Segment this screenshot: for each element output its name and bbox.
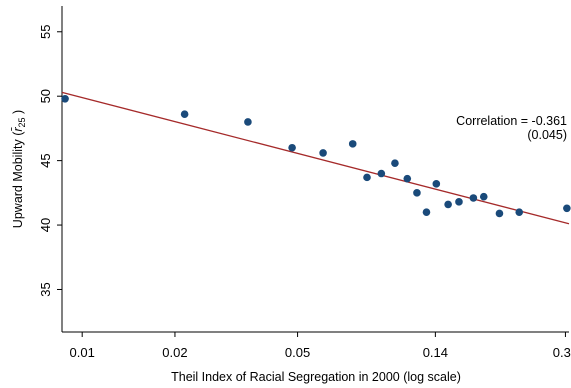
data-point — [422, 208, 431, 216]
y-axis-title-subscript: 25 — [17, 117, 27, 127]
data-point — [563, 204, 571, 213]
data-point — [377, 169, 386, 178]
x-tick-label: 0.05 — [285, 345, 310, 360]
data-point — [479, 192, 488, 201]
data-point — [61, 94, 69, 103]
fit-line-group — [61, 91, 570, 225]
y-axis-title: Upward Mobility (r̄25 ) — [11, 110, 27, 228]
correlation-standard-error: (0.045) — [527, 128, 567, 142]
data-point — [495, 209, 504, 218]
data-point — [319, 149, 327, 157]
y-axis-title-main: Upward Mobility ( — [11, 131, 25, 228]
y-tick-label: 35 — [38, 282, 53, 296]
y-tick-label: 50 — [38, 89, 53, 103]
x-tick-label: 0.14 — [423, 345, 448, 360]
y-axis-title-symbol: r̄ — [11, 127, 25, 132]
y-tick-label: 55 — [38, 25, 53, 39]
data-point — [180, 110, 189, 119]
points-group — [61, 94, 571, 218]
data-point — [444, 200, 452, 209]
x-tick-label: 0.37 — [553, 345, 571, 360]
data-point — [515, 208, 524, 216]
data-point — [244, 118, 252, 126]
data-point — [469, 194, 478, 202]
axes: 35 40 45 50 55 0.01 0.02 0.05 0.14 0.37 — [38, 6, 571, 360]
correlation-annotation: Correlation = -0.361 — [456, 114, 567, 128]
y-tick-label: 45 — [38, 153, 53, 167]
data-point — [413, 189, 421, 197]
fit-line — [61, 91, 570, 225]
data-point — [288, 143, 296, 152]
y-axis-title-suffix: ) — [11, 110, 25, 118]
data-point — [432, 180, 441, 188]
data-point — [403, 174, 412, 183]
y-tick-label: 40 — [38, 218, 53, 232]
data-point — [363, 173, 371, 182]
data-point — [391, 159, 399, 168]
x-tick-label: 0.02 — [162, 345, 187, 360]
data-point — [455, 198, 463, 206]
labels-group: Theil Index of Racial Segregation in 200… — [11, 110, 567, 384]
x-tick-label: 0.01 — [70, 345, 95, 360]
x-axis-title: Theil Index of Racial Segregation in 200… — [171, 370, 461, 384]
data-point — [348, 140, 357, 148]
